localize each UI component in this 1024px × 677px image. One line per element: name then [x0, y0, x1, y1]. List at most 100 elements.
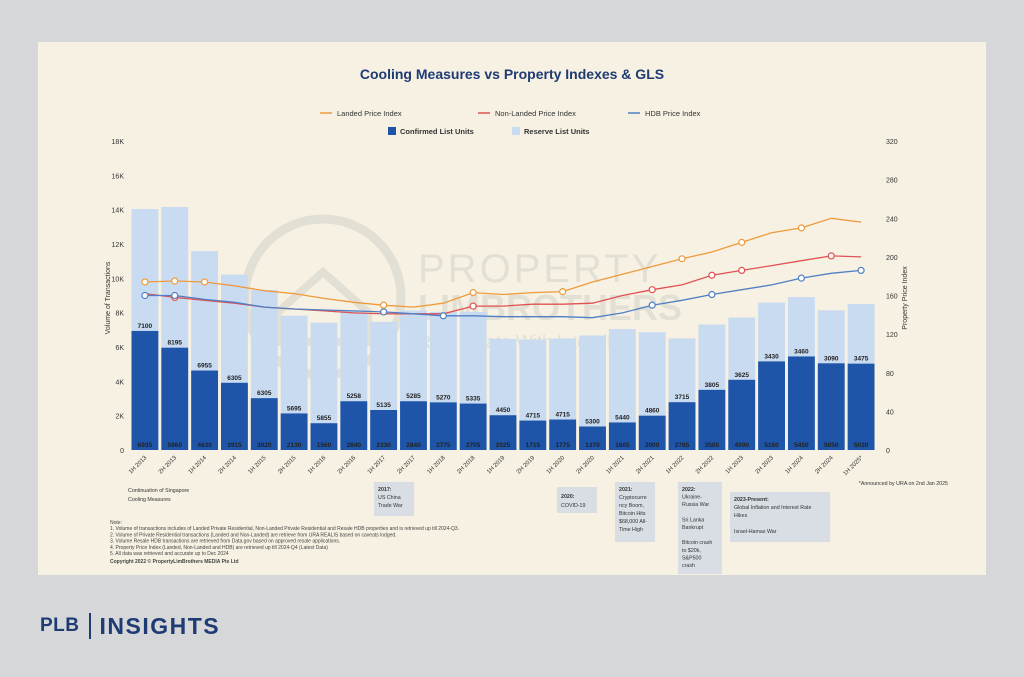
reserve-value-label: 8195: [168, 340, 183, 347]
event-2020-line1: 2020:: [561, 494, 575, 500]
copyright: Copyright 2022 © PropertyLimBrothers MED…: [110, 558, 239, 565]
landed-marker: [738, 238, 746, 246]
confirmed-bar: [191, 370, 219, 450]
ev2022-line: Bankrupt: [682, 525, 704, 531]
right-axis-title: Property Price Index: [902, 266, 909, 330]
confirmed-bar: [459, 403, 487, 450]
hdb-marker: [797, 274, 806, 282]
cooling-label-1: Continuation of Singapore: [128, 488, 189, 494]
hdb-marker: [857, 266, 865, 274]
ev2021-line: 2021:: [619, 487, 633, 493]
reserve-value-label: 6305: [257, 390, 272, 397]
reserve-value-label: 5335: [466, 396, 481, 403]
legend-reserve-label: Reserve List Units: [524, 127, 589, 136]
annotations: Continuation of Singapore Cooling Measur…: [128, 481, 948, 574]
ev2023-line: 2023-Present:: [734, 497, 769, 503]
landed-marker: [141, 278, 149, 286]
confirmed-bar: [131, 330, 159, 450]
confirmed-bar: [817, 363, 845, 450]
reserve-value-label: 6305: [227, 375, 242, 382]
confirmed-bar: [698, 389, 726, 450]
x-tick-label: 2H 2017: [397, 455, 418, 476]
left-axis: 0 2K 4K 6K 8K 10K 12K 14K 16K 18K: [112, 139, 125, 455]
confirmed-bar: [608, 422, 636, 450]
confirmed-bar: [728, 379, 756, 450]
bar-series: [131, 207, 875, 450]
x-tick-label: 2H 2014: [218, 455, 239, 476]
hdb-marker: [439, 312, 447, 320]
confirmed-value-label: 2840: [406, 442, 421, 449]
ev2023-line: Israel-Hamas War: [734, 529, 777, 535]
left-axis-title: Volume of Transactions: [105, 261, 112, 334]
ev2022-line: 2022:: [682, 487, 696, 493]
hdb-marker: [171, 291, 179, 300]
footnote-line: 5. All data was retrieved and accurate u…: [110, 551, 229, 557]
confirmed-bar: [161, 347, 189, 450]
confirmed-value-label: 2705: [466, 442, 481, 449]
left-tick-label: 14K: [112, 208, 125, 215]
right-tick-label: 0: [886, 448, 890, 455]
reserve-value-label: 4860: [645, 408, 660, 415]
confirmed-value-label: 5030: [854, 442, 869, 449]
confirmed-bar: [280, 413, 308, 450]
left-tick-label: 10K: [112, 276, 125, 283]
brand-divider: [88, 613, 91, 639]
reserve-value-label: 4715: [526, 413, 541, 420]
event-2023-box: [730, 492, 830, 542]
right-axis: 0 40 80 120 160 200 240 280 320: [886, 139, 898, 455]
confirmed-value-label: 2330: [376, 442, 391, 449]
footnote-line: 2. Volume of Private Residential transac…: [110, 532, 397, 538]
confirmed-bar: [370, 410, 398, 450]
confirmed-bar: [250, 398, 278, 450]
footnote-line: 1. Volume of transactions includes of La…: [110, 526, 459, 532]
confirmed-value-label: 1775: [555, 442, 570, 449]
event-2022-text: 2022: Ukraine-Russia War Sri Lanka Bankrupt…: [682, 487, 712, 569]
confirmed-bar: [668, 402, 696, 450]
line-series: [141, 217, 865, 320]
ev2021-line: $68,000 All-: [619, 519, 647, 525]
x-tick-label: 1H 2021: [605, 455, 626, 476]
left-tick-label: 0: [120, 448, 124, 455]
confirmed-value-label: 4090: [734, 442, 749, 449]
x-tick-label: 1H 2023: [725, 455, 746, 476]
x-tick-label: 2H 2022: [695, 455, 716, 476]
reserve-value-label: 5440: [615, 414, 630, 421]
confirmed-value-label: 4630: [197, 442, 212, 449]
nonlanded-marker: [827, 252, 835, 260]
confirmed-value-label: 1560: [317, 442, 332, 449]
event-2017-line1: 2017:: [378, 487, 392, 493]
reserve-value-label: 7100: [138, 323, 153, 330]
x-tick-label: 1H 2015: [247, 455, 268, 476]
event-2021-text: 2021: Cryptocurre ncy Boom, Bitcoin Hits $68…: [619, 487, 647, 533]
right-tick-label: 240: [886, 216, 898, 223]
confirmed-value-label: 3505: [705, 442, 720, 449]
left-tick-label: 8K: [115, 311, 124, 318]
left-tick-label: 16K: [112, 173, 125, 180]
nonlanded-marker: [708, 271, 716, 279]
confirmed-bar: [340, 401, 368, 450]
reserve-value-label: 5258: [347, 393, 362, 400]
announced-note: *Announced by URA on 2nd Jan 2025: [859, 481, 948, 487]
right-tick-label: 80: [886, 371, 894, 378]
left-tick-label: 12K: [112, 242, 125, 249]
brand-footer: PLB INSIGHTS: [40, 609, 220, 643]
x-tick-label: 2H 2019: [516, 455, 537, 476]
confirmed-bar: [638, 415, 666, 450]
confirmed-value-label: 2785: [675, 442, 690, 449]
legend-nonlanded-label: Non-Landed Price Index: [495, 109, 576, 118]
confirmed-bar: [310, 423, 338, 450]
x-tick-label: 1H 2020: [546, 455, 567, 476]
brand-insights: INSIGHTS: [99, 612, 221, 639]
reserve-value-label: 5285: [406, 393, 421, 400]
confirmed-value-label: 5050: [824, 442, 839, 449]
footnote-line: 3. Volume Resale HDB transactions are re…: [110, 539, 340, 545]
chart-title: Cooling Measures vs Property Indexes & G…: [360, 66, 664, 82]
reserve-value-label: 4450: [496, 407, 511, 414]
chart-canvas: PROPERTY LIMBROTHERS Real Estate With In…: [105, 66, 948, 574]
reserve-value-label: 4715: [555, 412, 570, 419]
reserve-value-label: 5855: [317, 415, 332, 422]
confirmed-value-label: 2130: [287, 442, 302, 449]
left-tick-label: 2K: [115, 414, 124, 421]
reserve-value-label: 3475: [854, 356, 869, 363]
confirmed-bar: [429, 402, 457, 450]
